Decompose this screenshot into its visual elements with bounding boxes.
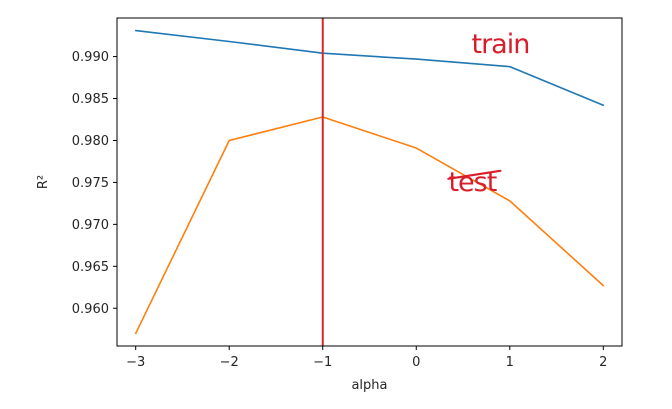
- y-tick-label-3: 0.975: [72, 176, 109, 191]
- plot-area: [117, 18, 622, 346]
- x-tick-label-4: 1: [506, 355, 514, 370]
- y-tick-label-0: 0.960: [72, 302, 109, 317]
- x-tick-label-5: 2: [599, 355, 607, 370]
- annotation-stroke-1: [447, 169, 502, 180]
- y-tick-label-6: 0.990: [72, 50, 109, 65]
- x-axis-label: alpha: [351, 378, 387, 393]
- y-tick-label-5: 0.985: [72, 92, 109, 107]
- y-tick-label-2: 0.970: [72, 218, 109, 233]
- series-line-lower: [134, 116, 605, 335]
- series-line-upper: [134, 29, 605, 107]
- y-tick-label-1: 0.965: [72, 260, 109, 275]
- y-axis-label: R²: [36, 175, 51, 189]
- x-tick-label-1: −2: [220, 355, 239, 370]
- y-tick-label-4: 0.980: [72, 134, 109, 149]
- x-tick-label-2: −1: [313, 355, 332, 370]
- x-tick-label-3: 0: [412, 355, 420, 370]
- handwritten-annotation-0: train: [471, 29, 529, 60]
- x-tick-label-0: −3: [126, 355, 145, 370]
